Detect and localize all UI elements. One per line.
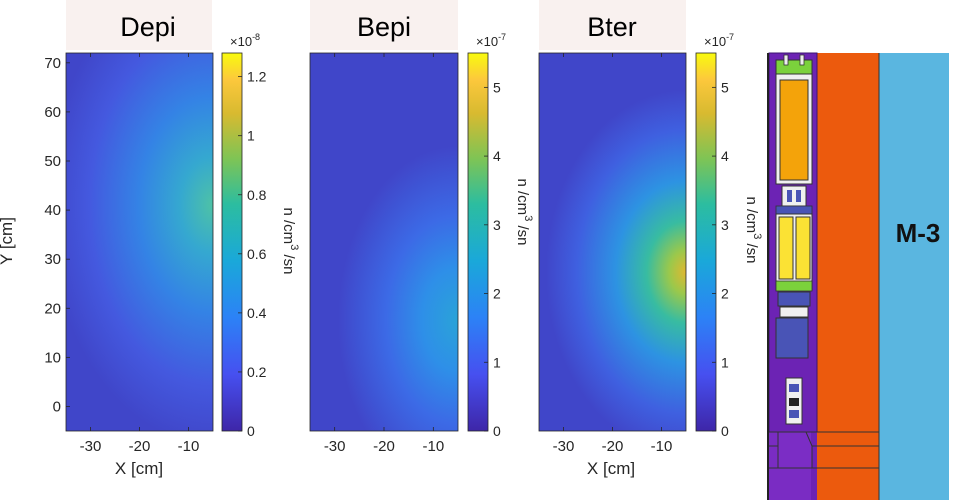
colorbar-ticks: 0 1 2 3 4 5 bbox=[484, 79, 501, 439]
x-axis-ticks: -30 -20 -10 bbox=[80, 53, 200, 455]
y-tick-label: 70 bbox=[44, 55, 61, 72]
colorbar-tick-label: 4 bbox=[493, 148, 501, 164]
geometry-label: M-3 bbox=[896, 218, 941, 248]
colorbar-tick-label: 1 bbox=[247, 128, 255, 144]
colorbar-tick-label: 1 bbox=[721, 354, 729, 370]
panel-title: Bepi bbox=[357, 12, 411, 42]
colorbar-ticks: 0 1 2 3 4 5 bbox=[712, 79, 729, 439]
x-axis-ticks: -30 -20 -10 bbox=[553, 53, 673, 455]
x-axis-label: X [cm] bbox=[587, 459, 635, 478]
heatmap-panel-bter: Bter -30 -20 -10 X [cm] 0 1 2 3 4 5 ×10-7 n /cm… bbox=[538, 0, 763, 478]
colorbar-tick-label: 0.2 bbox=[247, 364, 267, 380]
colorbar-label: n /cm3 /sn bbox=[743, 197, 763, 264]
y-tick-label: 50 bbox=[44, 153, 61, 170]
lower-sample-left bbox=[778, 216, 794, 280]
y-tick-label: 0 bbox=[53, 398, 61, 415]
title-box bbox=[539, 0, 686, 50]
x-tick-label: -10 bbox=[178, 438, 200, 455]
colorbar-label: n /cm3 /sn bbox=[514, 179, 534, 246]
heat-field bbox=[539, 53, 686, 431]
x-tick-label: -30 bbox=[80, 438, 102, 455]
x-tick-label: -30 bbox=[553, 438, 575, 455]
colorbar-tick-label: 1 bbox=[493, 354, 501, 370]
colorbar-tick-label: 5 bbox=[721, 79, 729, 95]
panel-title: Bter bbox=[587, 12, 637, 42]
reflector-region bbox=[879, 53, 949, 500]
y-axis-ticks: 0 10 20 30 40 50 60 70 bbox=[44, 55, 70, 415]
colorbar bbox=[467, 52, 489, 432]
heat-field bbox=[310, 53, 458, 431]
x-tick-label: -30 bbox=[324, 438, 346, 455]
heatmap-panel-bepi: Bepi -30 -20 -10 0 1 2 3 4 5 ×10-7 n /cm3 /sn bbox=[309, 0, 534, 455]
colorbar-ticks: 0 0.2 0.4 0.6 0.8 1 1.2 bbox=[238, 69, 267, 439]
colorbar-tick-label: 3 bbox=[721, 217, 729, 233]
colorbar-tick-label: 1.2 bbox=[247, 69, 267, 85]
y-tick-label: 40 bbox=[44, 202, 61, 219]
colorbar-multiplier: ×10-8 bbox=[230, 32, 260, 49]
x-axis-label: X [cm] bbox=[115, 459, 163, 478]
colorbar-tick-label: 0.8 bbox=[247, 187, 267, 203]
y-axis-label: Y [cm] bbox=[0, 217, 16, 265]
y-tick-label: 30 bbox=[44, 251, 61, 268]
colorbar-tick-label: 0 bbox=[721, 423, 729, 439]
colorbar-tick-label: 0 bbox=[493, 423, 501, 439]
x-tick-label: -10 bbox=[651, 438, 673, 455]
colorbar-tick-label: 2 bbox=[721, 286, 729, 302]
colorbar-tick-label: 0.4 bbox=[247, 305, 267, 321]
upper-sample bbox=[779, 79, 809, 181]
x-tick-label: -20 bbox=[129, 438, 151, 455]
geometry-cross-section: M-3 bbox=[767, 52, 949, 500]
heat-field bbox=[66, 53, 213, 431]
x-tick-label: -10 bbox=[422, 438, 444, 455]
colorbar bbox=[221, 52, 243, 432]
colorbar bbox=[695, 52, 717, 432]
top-cap bbox=[775, 59, 813, 75]
title-box bbox=[310, 0, 458, 50]
y-tick-label: 20 bbox=[44, 300, 61, 317]
colorbar-tick-label: 0 bbox=[247, 423, 255, 439]
x-tick-label: -20 bbox=[373, 438, 395, 455]
colorbar-tick-label: 5 bbox=[493, 79, 501, 95]
colorbar-tick-label: 3 bbox=[493, 217, 501, 233]
x-axis-ticks: -30 -20 -10 bbox=[324, 53, 444, 455]
y-tick-label: 60 bbox=[44, 104, 61, 121]
colorbar-tick-label: 2 bbox=[493, 286, 501, 302]
colorbar-label: n /cm3 /sn bbox=[280, 208, 300, 275]
colorbar-tick-label: 4 bbox=[721, 148, 729, 164]
lower-sample-right bbox=[795, 216, 811, 280]
panel-title: Depi bbox=[120, 12, 176, 42]
x-tick-label: -20 bbox=[602, 438, 624, 455]
colorbar-tick-label: 0.6 bbox=[247, 246, 267, 262]
colorbar-multiplier: ×10-7 bbox=[476, 32, 506, 49]
colorbar-multiplier: ×10-7 bbox=[704, 32, 734, 49]
title-box bbox=[66, 0, 212, 50]
y-tick-label: 10 bbox=[44, 349, 61, 366]
